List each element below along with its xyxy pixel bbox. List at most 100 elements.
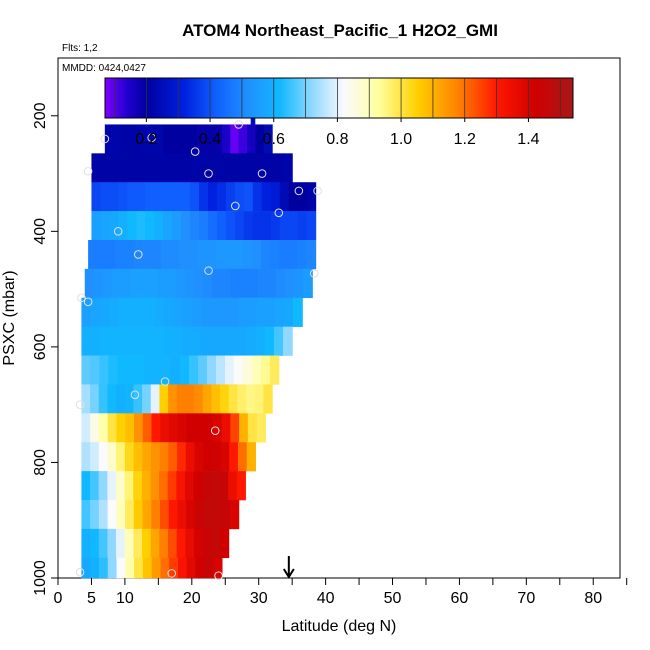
- heatmap-cell: [150, 528, 160, 559]
- heatmap-cell: [176, 384, 187, 414]
- heatmap-cell: [247, 124, 256, 154]
- heatmap-cell: [118, 297, 129, 327]
- colorbar-tick-label: 0.2: [135, 131, 157, 148]
- heatmap-cell: [219, 297, 230, 327]
- heatmap-cell: [104, 124, 114, 154]
- heatmap-cell: [118, 326, 128, 356]
- heatmap-cell: [219, 528, 230, 559]
- heatmap-cell: [151, 500, 161, 530]
- heatmap-cell: [177, 413, 188, 443]
- heatmap-cell: [221, 268, 231, 299]
- heatmap-cell: [107, 557, 118, 579]
- heatmap-cell: [172, 182, 182, 212]
- heatmap-cell: [183, 153, 193, 183]
- observation-point: [231, 201, 240, 211]
- heatmap-cell: [142, 528, 152, 559]
- heatmap-cell: [145, 182, 155, 212]
- heatmap-cell: [159, 471, 169, 501]
- x-tick-label: 5: [87, 590, 96, 607]
- heatmap-cell: [109, 182, 119, 212]
- observation-point: [133, 250, 143, 259]
- heatmap-cell: [252, 211, 263, 241]
- heatmap-cell: [184, 268, 195, 299]
- heatmap-cell: [81, 355, 91, 385]
- heatmap-cell: [121, 268, 131, 299]
- heatmap-cell: [164, 297, 175, 327]
- heatmap-cell: [175, 268, 186, 299]
- heatmap-cell: [124, 153, 134, 183]
- heatmap-cell: [117, 355, 127, 385]
- heatmap-cell: [239, 413, 249, 443]
- heatmap-cell: [90, 413, 100, 443]
- x-tick-label: 0: [54, 590, 63, 607]
- heatmap-cell: [279, 240, 289, 270]
- heatmap-cell: [169, 557, 179, 579]
- heatmap-cell: [151, 413, 161, 443]
- heatmap-cell: [173, 297, 184, 327]
- heatmap-cell: [124, 240, 135, 270]
- heatmap-cell: [255, 326, 266, 356]
- heatmap-cell: [188, 240, 198, 270]
- heatmap-cell: [133, 384, 143, 414]
- heatmap-cell: [181, 182, 191, 212]
- x-tick-label: 50: [384, 590, 402, 607]
- colorbar-tick-lines: [114, 78, 561, 122]
- heatmap-cell: [190, 182, 200, 212]
- heatmap-cell: [260, 240, 271, 270]
- heatmap-cell: [258, 153, 268, 183]
- heatmap-cell: [81, 528, 91, 559]
- heatmap-cell: [90, 471, 100, 501]
- heatmap-cell: [283, 297, 294, 327]
- heatmap-cell: [136, 326, 147, 356]
- heatmap-cell: [142, 384, 152, 414]
- heatmap-cell: [124, 442, 135, 472]
- heatmap-cell: [275, 153, 285, 183]
- heatmap-cell: [177, 500, 187, 530]
- heatmap-cell: [210, 297, 221, 327]
- heatmap-cell: [186, 413, 196, 443]
- annotation-dates: MMDD: 0424,0427: [62, 63, 146, 74]
- heatmap-cell: [136, 182, 146, 212]
- heatmap-cell: [159, 384, 169, 414]
- heatmap-cell: [260, 355, 271, 385]
- heatmap-cell: [81, 326, 92, 356]
- heatmap-cell: [91, 211, 102, 241]
- heatmap-cell: [115, 240, 126, 270]
- observation-point: [294, 186, 304, 196]
- heatmap-cell: [186, 557, 197, 579]
- heatmap-cell: [193, 471, 203, 501]
- heatmap-cell: [151, 557, 162, 579]
- heatmap-cell: [288, 182, 299, 212]
- heatmap-cell: [113, 124, 123, 154]
- heatmap-cell: [221, 500, 231, 530]
- heatmap-cell: [297, 211, 308, 241]
- heatmap-cell: [243, 182, 254, 212]
- observation-point: [204, 169, 213, 178]
- heatmap-cell: [151, 240, 162, 270]
- heatmap-cell: [238, 124, 248, 154]
- heatmap-cell: [106, 240, 117, 270]
- heatmap-cell: [81, 384, 91, 414]
- heatmap-cell: [91, 153, 101, 183]
- heatmap-cell: [234, 211, 245, 241]
- heatmap-cell: [145, 297, 156, 327]
- heatmap-cell: [221, 124, 231, 154]
- colorbar-tick-label: 1.0: [390, 131, 412, 148]
- y-tick-label: 1000: [32, 560, 49, 596]
- observation-point: [130, 390, 140, 400]
- x-tick-label: 80: [584, 590, 602, 607]
- heatmap-cell: [225, 211, 236, 241]
- heatmap-cell: [237, 442, 248, 472]
- chart-title: ATOM4 Northeast_Pacific_1 H2O2_GMI: [182, 21, 498, 40]
- y-axis: 1000 800 600 400 200: [32, 102, 58, 596]
- heatmap-cell: [108, 326, 119, 356]
- heatmap-cell: [274, 297, 285, 327]
- heatmap-cell: [256, 297, 267, 327]
- heatmap-cell: [90, 326, 101, 356]
- observation-point: [167, 569, 177, 578]
- observation-point: [77, 293, 86, 303]
- heatmap-cell: [181, 211, 191, 241]
- heatmap-cell: [229, 500, 240, 530]
- heatmap-cell: [112, 268, 122, 299]
